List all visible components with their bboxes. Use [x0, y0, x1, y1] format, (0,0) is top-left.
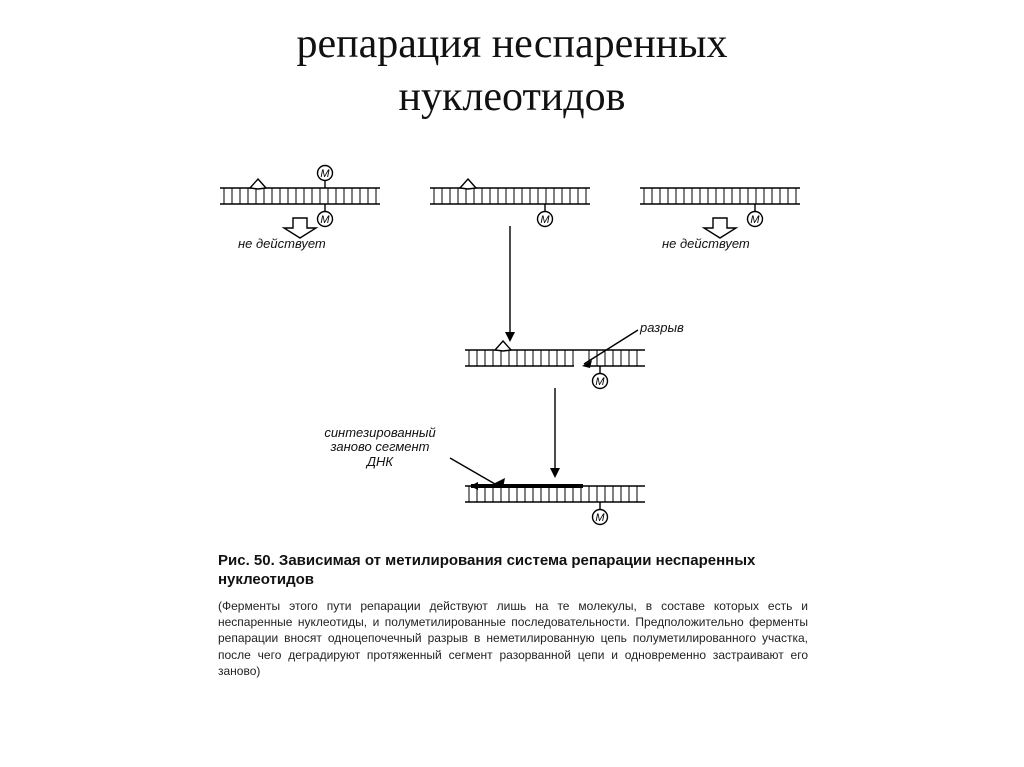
svg-text:М: М [320, 168, 330, 180]
slide-title: репарация неспаренных нуклеотидов [0, 0, 1024, 123]
label-break: разрыв [640, 320, 684, 335]
dna-repair-diagram: М М М М М М [200, 158, 824, 548]
svg-text:М: М [540, 214, 550, 226]
figure-caption-title: Рис. 50. Зависимая от метилирования сист… [218, 552, 808, 590]
svg-text:М: М [595, 376, 605, 388]
svg-text:М: М [750, 214, 760, 226]
svg-text:М: М [595, 512, 605, 524]
figure-caption-body: (Ферменты этого пути репарации действуют… [218, 598, 808, 679]
label-no-action-left: не действует [238, 236, 326, 251]
title-line1: репарация неспаренных [297, 21, 728, 67]
title-line2: нуклеотидов [399, 74, 626, 120]
label-new-segment: синтезированный заново сегмент ДНК [310, 426, 450, 469]
label-no-action-right: не действует [662, 236, 750, 251]
svg-text:М: М [320, 214, 330, 226]
